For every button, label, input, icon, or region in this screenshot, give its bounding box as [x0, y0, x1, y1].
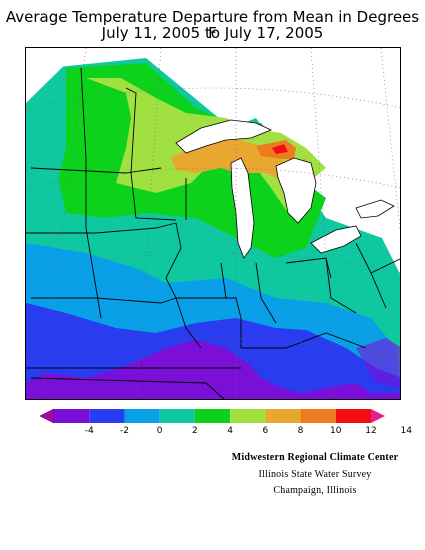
- state-boundaries: [26, 67, 400, 399]
- credit-location: Champaign, Illinois: [273, 485, 357, 496]
- lake-superior: [175, 119, 273, 154]
- legend-tick-label: 12: [365, 426, 377, 436]
- legend-tick-label: 8: [297, 426, 304, 436]
- credit-organization: Midwestern Regional Climate Center: [231, 452, 399, 463]
- contour-fills: [26, 58, 400, 399]
- lake-huron: [275, 157, 317, 224]
- legend-tick-label: -2: [119, 426, 129, 436]
- color-legend-bar: [39, 408, 385, 424]
- legend-swatch: [124, 409, 160, 423]
- map-date-range: July 11, 2005 to July 17, 2005: [101, 24, 324, 42]
- legend-swatch-low: [39, 408, 55, 424]
- legend-swatch: [265, 409, 301, 423]
- legend-tick-label: 14: [400, 426, 412, 436]
- legend-tick-label: 10: [330, 426, 342, 436]
- legend-swatch: [89, 409, 125, 423]
- band-2-to-4-west: [26, 73, 66, 198]
- legend-tick-label: 6: [262, 426, 269, 436]
- lake-michigan: [230, 157, 255, 259]
- map-canvas: [26, 48, 400, 399]
- legend-swatch: [159, 409, 195, 423]
- band-12-to-14: [272, 144, 288, 154]
- credit-agency: Illinois State Water Survey: [258, 469, 372, 480]
- map-title: Average Temperature Departure from Mean …: [5, 8, 420, 42]
- legend-swatch: [335, 409, 371, 423]
- legend-tick-label: 2: [192, 426, 198, 436]
- band-neg4-to-neg2: [26, 340, 400, 399]
- lake-ontario: [355, 199, 395, 219]
- legend-tick-label: 0: [156, 426, 163, 436]
- color-legend: -4 -2 0 2 4 6 8 10 12 14: [39, 407, 412, 441]
- great-lakes: [175, 119, 395, 259]
- legend-tick-label: 4: [227, 426, 233, 436]
- legend-tick-label: -4: [84, 426, 94, 436]
- legend-swatch: [54, 409, 90, 423]
- temperature-departure-map: [25, 47, 401, 400]
- lake-erie: [310, 225, 362, 254]
- band-southeast: [356, 338, 400, 388]
- legend-swatch: [300, 409, 336, 423]
- legend-swatch: [194, 409, 231, 423]
- legend-swatch-high: [371, 409, 385, 423]
- legend-swatch: [230, 409, 266, 423]
- graticule: [26, 48, 400, 399]
